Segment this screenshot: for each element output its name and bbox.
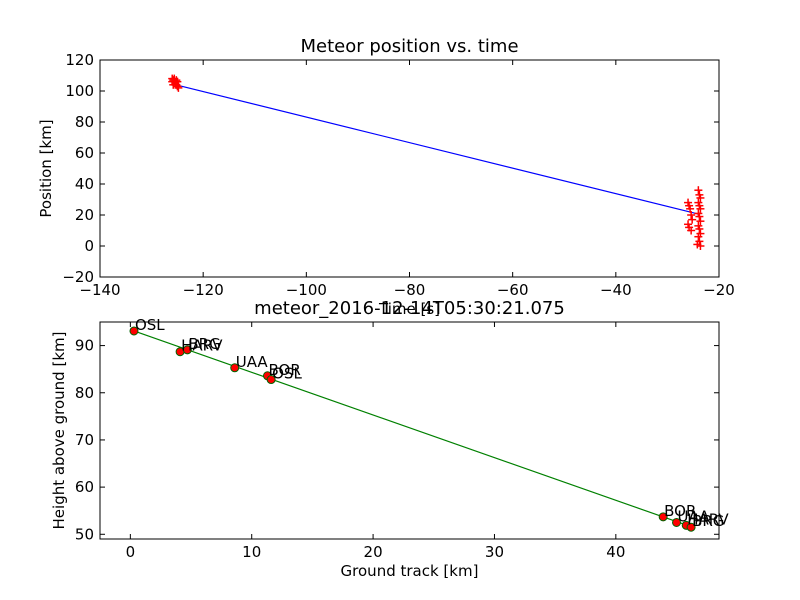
position-vs-time-xtick-label: −20: [703, 281, 735, 299]
position-vs-time-marks: [168, 74, 705, 250]
height-vs-ground-track-axes-frame: [99, 321, 720, 540]
position-vs-time-data-point: [169, 80, 178, 89]
height-vs-ground-track-ytick-label: 80: [75, 384, 94, 402]
position-vs-time-xtick-label: −40: [600, 281, 632, 299]
height-vs-ground-track-data-point: [230, 363, 240, 373]
height-vs-ground-track-xtick-label: 20: [364, 543, 383, 561]
height-vs-ground-track-ytick-label: 70: [75, 431, 94, 449]
station-label: OSL: [272, 365, 302, 383]
position-vs-time-plot-area: [168, 74, 705, 250]
station-label: BOR: [268, 361, 300, 379]
position-vs-time-ytick-label: 120: [65, 51, 94, 69]
position-vs-time-ytick-label: 0: [84, 237, 94, 255]
height-vs-ground-track-ytick-label: 50: [75, 525, 94, 543]
height-vs-ground-track-plot-area: [129, 326, 696, 532]
position-vs-time-chart: −140 −120 −100 −80 −60 −40 −20 −20 0 20 40 60 80 100 1…: [37, 36, 735, 318]
height-vs-ground-track-xtick-label: 30: [485, 543, 504, 561]
position-vs-time-title: Meteor position vs. time: [300, 36, 518, 57]
position-vs-time-data-point: [172, 76, 181, 85]
height-vs-ground-track-ytick-label: 90: [75, 337, 94, 355]
position-vs-time-data-point: [174, 83, 183, 92]
position-vs-time-ytick-label: 60: [75, 144, 94, 162]
station-label: BOR: [664, 502, 696, 520]
position-vs-time-xtick-label: −140: [79, 281, 120, 299]
station-label: OSL: [135, 316, 165, 334]
height-vs-ground-track-data-point: [658, 512, 668, 522]
station-label: HARV: [181, 337, 223, 355]
position-vs-time-series-line: [175, 84, 700, 215]
position-vs-time-data-point: [687, 226, 696, 235]
height-vs-ground-track-ylabel: Height above ground [km]: [50, 332, 68, 530]
position-vs-time-data-point: [696, 217, 705, 226]
station-label: BRG: [188, 335, 220, 353]
position-vs-time-data-point: [173, 77, 182, 86]
station-label: UAA: [678, 507, 711, 525]
position-vs-time-ytick-label: 100: [65, 82, 94, 100]
position-vs-time-xtick-label: −120: [183, 281, 224, 299]
position-vs-time-data-point: [695, 212, 704, 221]
height-vs-ground-track-data-point: [266, 375, 276, 385]
position-vs-time-data-point: [696, 204, 705, 213]
position-vs-time-ytick-label: −20: [62, 268, 94, 286]
station-label: UAA: [236, 353, 269, 371]
height-vs-ground-track-data-point: [182, 345, 192, 355]
height-vs-ground-track-xlabel: Ground track [km]: [341, 562, 479, 580]
height-vs-ground-track-ytick-label: 60: [75, 478, 94, 496]
position-vs-time-data-point: [688, 215, 697, 224]
position-vs-time-ytick-label: 20: [75, 206, 94, 224]
height-vs-ground-track-xtick-label: 10: [242, 543, 261, 561]
station-label: BRG: [692, 512, 724, 530]
height-vs-ground-track-xtick-label: 40: [606, 543, 625, 561]
height-vs-ground-track-ticks: 0 10 20 30 40 50 60 70 80 90: [75, 322, 719, 561]
height-vs-ground-track-series-line: [133, 330, 692, 528]
position-vs-time-xlabel: Time [s]: [378, 300, 440, 318]
position-vs-time-xtick-label: −80: [394, 281, 426, 299]
position-vs-time-data-point: [686, 204, 695, 213]
position-vs-time-data-point: [687, 211, 696, 219]
height-vs-ground-track-data-point: [686, 522, 696, 532]
position-vs-time-ylabel: Position [km]: [37, 119, 55, 217]
height-vs-ground-track-data-point: [672, 517, 682, 527]
position-vs-time-data-point: [695, 224, 704, 233]
position-vs-time-data-point: [696, 193, 705, 202]
height-vs-ground-track-title: meteor_2016-12-14T05:30:21.075: [254, 298, 565, 319]
position-vs-time-data-point: [696, 242, 705, 250]
position-vs-time-xtick-label: −100: [286, 281, 327, 299]
position-vs-time-ytick-label: 40: [75, 175, 94, 193]
position-vs-time-data-point: [694, 232, 703, 241]
position-vs-time-xtick-label: −60: [497, 281, 529, 299]
position-vs-time-ytick-label: 80: [75, 113, 94, 131]
height-vs-ground-track-xtick-label: 0: [126, 543, 136, 561]
height-vs-ground-track-data-point: [129, 326, 139, 336]
position-vs-time-ticks: −140 −120 −100 −80 −60 −40 −20 −20 0 20 40 60 80 100 1…: [62, 51, 734, 299]
position-vs-time-data-point: [694, 186, 703, 195]
